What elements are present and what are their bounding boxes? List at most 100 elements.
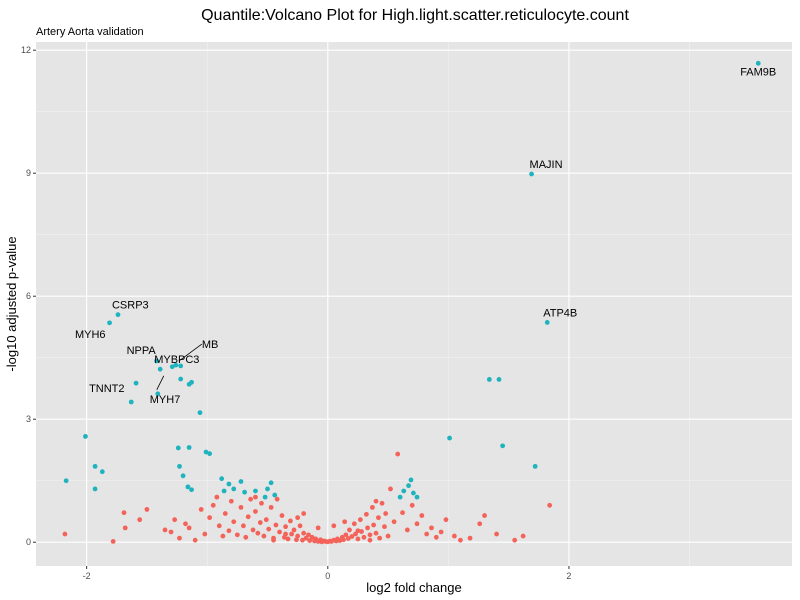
data-point-not-significant <box>306 532 311 538</box>
data-point-not-significant <box>110 538 116 544</box>
data-point-not-significant <box>285 536 291 542</box>
data-point-not-significant <box>243 534 249 540</box>
data-point-significant <box>532 463 538 469</box>
data-point-not-significant <box>202 531 208 537</box>
data-point-not-significant <box>443 517 449 523</box>
data-point-not-significant <box>370 504 375 510</box>
label-leader-line <box>178 343 203 362</box>
data-point-not-significant <box>283 531 288 537</box>
data-point-significant <box>238 479 244 484</box>
data-point-not-significant <box>341 537 346 543</box>
data-point-significant <box>178 363 184 369</box>
data-point-not-significant <box>429 525 434 531</box>
data-point-not-significant <box>512 537 518 543</box>
data-point-not-significant <box>172 517 178 523</box>
data-point-not-significant <box>226 528 232 534</box>
data-point-not-significant <box>257 520 263 525</box>
data-point-significant <box>92 486 98 492</box>
data-point-not-significant <box>482 513 487 518</box>
data-point-not-significant <box>451 533 457 539</box>
data-point-not-significant <box>192 537 198 543</box>
points-layer <box>62 60 761 545</box>
data-point-significant <box>500 443 506 449</box>
data-point-not-significant <box>391 519 397 525</box>
data-point-not-significant <box>477 521 483 527</box>
data-point-not-significant <box>295 515 301 521</box>
data-point-not-significant <box>268 504 274 510</box>
data-point-not-significant <box>315 525 321 531</box>
data-point-not-significant <box>245 514 251 520</box>
data-point-not-significant <box>351 521 357 527</box>
data-point-significant <box>186 445 192 450</box>
gene-label: CSRP3 <box>112 300 149 312</box>
data-point-significant <box>173 362 179 368</box>
data-point-not-significant <box>231 519 237 525</box>
data-point-not-significant <box>222 511 228 516</box>
data-point-not-significant <box>331 523 337 529</box>
data-point-not-significant <box>144 507 150 512</box>
data-point-not-significant <box>361 534 367 540</box>
data-point-not-significant <box>337 538 343 543</box>
data-point-not-significant <box>547 502 553 508</box>
data-point-significant <box>83 434 88 439</box>
gene-label: TNNT2 <box>89 383 124 395</box>
data-point-significant <box>107 320 112 326</box>
data-point-not-significant <box>409 502 415 508</box>
data-point-significant <box>155 391 161 397</box>
data-point-significant <box>755 60 761 66</box>
data-point-not-significant <box>353 531 358 537</box>
data-point-significant <box>496 377 502 382</box>
data-point-not-significant <box>404 527 410 533</box>
data-point-significant <box>207 451 213 457</box>
data-point-not-significant <box>345 536 351 541</box>
data-point-not-significant <box>210 502 216 508</box>
data-point-not-significant <box>365 525 370 531</box>
data-point-significant <box>397 494 403 500</box>
data-point-not-significant <box>207 515 213 521</box>
ticks-layer: -2 0 2 0 3 6 9 12 <box>21 45 571 581</box>
data-point-significant <box>226 481 232 487</box>
data-point-significant <box>169 364 175 370</box>
data-point-not-significant <box>520 533 526 539</box>
data-point-not-significant <box>343 532 349 538</box>
data-point-not-significant <box>379 500 385 506</box>
data-point-not-significant <box>367 537 373 543</box>
data-point-not-significant <box>250 527 256 533</box>
data-point-not-significant <box>283 524 288 530</box>
data-point-not-significant <box>259 500 264 506</box>
data-point-significant <box>406 483 411 489</box>
data-point-not-significant <box>359 529 364 534</box>
data-point-not-significant <box>414 521 420 527</box>
gene-label: FAM9B <box>740 66 776 78</box>
data-point-not-significant <box>238 504 244 510</box>
data-point-not-significant <box>137 517 143 523</box>
gene-label: MYBPC3 <box>154 354 199 366</box>
data-point-not-significant <box>62 531 68 537</box>
data-point-not-significant <box>288 518 293 524</box>
data-point-not-significant <box>216 523 222 529</box>
data-point-not-significant <box>248 496 254 502</box>
data-point-significant <box>265 486 270 492</box>
data-point-significant <box>414 494 420 500</box>
data-point-not-significant <box>347 527 352 533</box>
data-point-not-significant <box>168 529 174 535</box>
x-tick-label: 0 <box>325 571 330 581</box>
data-point-not-significant <box>494 531 499 537</box>
data-point-significant <box>133 380 139 386</box>
data-point-significant <box>219 476 225 482</box>
data-point-not-significant <box>253 494 258 500</box>
data-point-not-significant <box>438 529 444 535</box>
data-point-not-significant <box>458 537 463 543</box>
x-tick-label: 2 <box>566 571 571 581</box>
plot-panel <box>36 42 792 566</box>
x-tick-label: -2 <box>83 571 91 581</box>
data-point-not-significant <box>349 534 355 539</box>
data-point-not-significant <box>363 511 369 517</box>
data-point-not-significant <box>355 528 361 534</box>
data-point-significant <box>186 381 192 387</box>
data-point-significant <box>231 486 237 492</box>
data-point-not-significant <box>234 532 240 538</box>
data-point-not-significant <box>295 533 301 539</box>
y-tick-label: 3 <box>26 414 31 424</box>
data-point-significant <box>63 478 69 484</box>
